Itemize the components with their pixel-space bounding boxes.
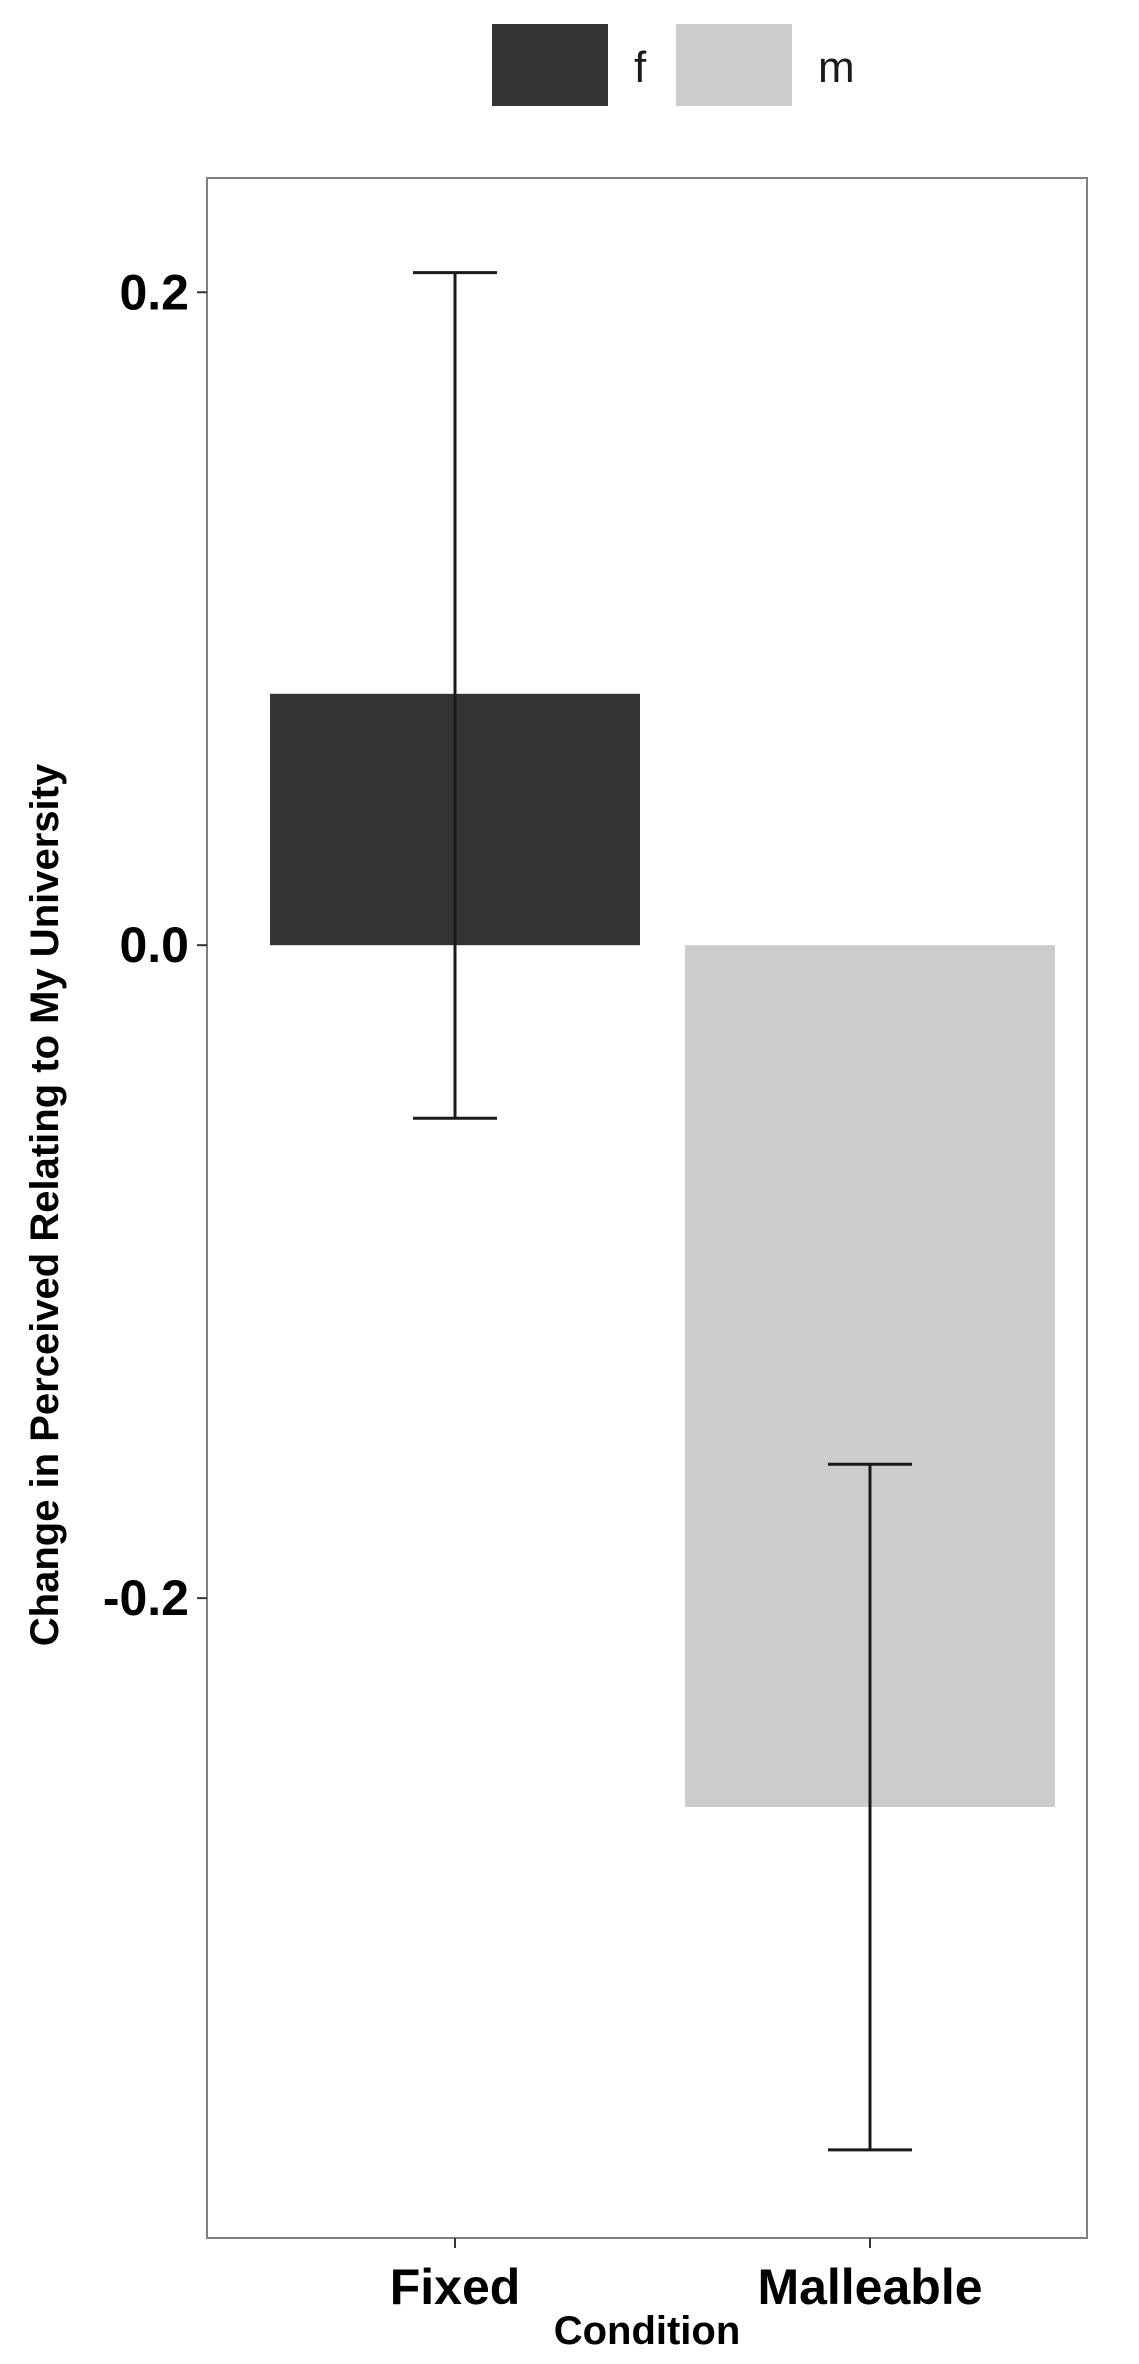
y-axis-title: Change in Perceived Relating to My Unive… (23, 763, 67, 1646)
axes: 0.2 0.0 -0.2 Fixed Malleable (103, 264, 983, 2315)
legend-item-f: f (492, 24, 647, 106)
legend-label-m: m (818, 43, 855, 92)
legend-swatch-f (492, 24, 608, 106)
legend-swatch-m (676, 24, 792, 106)
x-tick-label-malleable: Malleable (757, 2259, 982, 2315)
plot-area (206, 177, 1088, 2239)
y-tick-label: -0.2 (103, 1570, 189, 1626)
legend-item-m: m (676, 24, 855, 106)
error-bar-m-malleable (828, 1462, 912, 2152)
x-tick-label-fixed: Fixed (390, 2259, 521, 2315)
y-tick-label: 0.0 (119, 917, 189, 973)
x-axis-title: Condition (554, 2309, 741, 2353)
legend-label-f: f (634, 43, 647, 92)
y-tick-label: 0.2 (119, 264, 189, 320)
error-bar-f-fixed (413, 271, 497, 1120)
